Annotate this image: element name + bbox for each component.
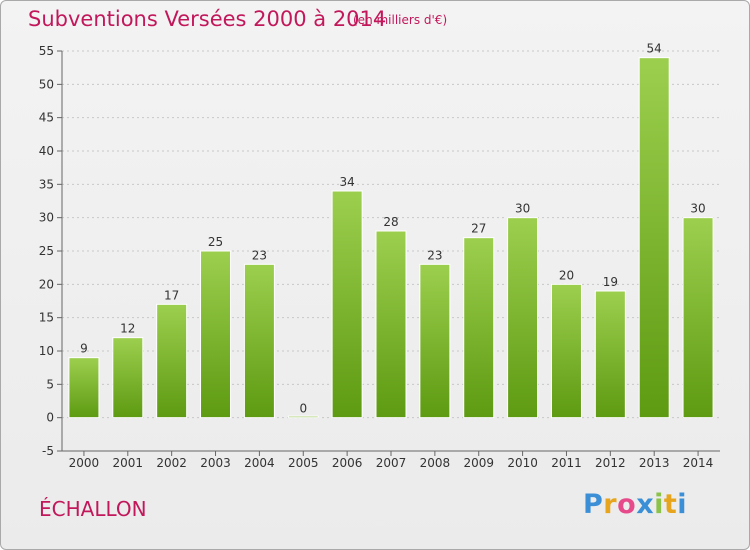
bar-value-label: 34	[339, 175, 354, 189]
logo-letter: t	[663, 489, 678, 520]
bar	[287, 415, 319, 419]
x-tick-label: 2002	[156, 456, 187, 470]
x-tick-label: 2010	[507, 456, 538, 470]
bar-value-label: 0	[299, 402, 307, 416]
bar	[112, 337, 144, 419]
x-tick-label: 2006	[332, 456, 363, 470]
y-tick-label: 10	[39, 344, 54, 358]
bar	[68, 357, 100, 419]
x-tick-label: 2012	[595, 456, 626, 470]
bar	[638, 57, 670, 419]
y-tick-label: 40	[39, 144, 54, 158]
y-tick-label: 15	[39, 311, 54, 325]
logo-letter: i	[677, 489, 688, 520]
bar	[463, 237, 495, 419]
bar	[419, 263, 451, 419]
x-tick-label: 2008	[420, 456, 451, 470]
bar-value-label: 19	[603, 275, 618, 289]
y-tick-label: 45	[39, 111, 54, 125]
x-tick-label: 2004	[244, 456, 275, 470]
logo-letter: o	[617, 489, 637, 520]
x-tick-label: 2005	[288, 456, 319, 470]
x-tick-label: 2007	[376, 456, 407, 470]
y-tick-label: 0	[46, 411, 54, 425]
bar-value-label: 28	[383, 215, 398, 229]
x-tick-label: 2014	[683, 456, 714, 470]
bar	[331, 190, 363, 419]
bar	[156, 303, 188, 419]
commune-name: ÉCHALLON	[39, 497, 147, 521]
chart-title: Subventions Versées 2000 à 2014	[28, 7, 387, 31]
label-layer: -505101520253035404550559200012200117200…	[39, 42, 714, 470]
proxiti-logo: Proxiti	[583, 489, 687, 520]
bar-value-label: 25	[208, 235, 223, 249]
bar	[243, 263, 275, 419]
y-tick-label: 20	[39, 277, 54, 291]
bar-value-label: 20	[559, 268, 574, 282]
bar-value-label: 27	[471, 222, 486, 236]
bar-value-label: 23	[427, 248, 442, 262]
bar	[682, 217, 714, 419]
x-tick-label: 2003	[200, 456, 231, 470]
y-tick-label: 50	[39, 77, 54, 91]
bar-value-label: 23	[252, 248, 267, 262]
x-tick-label: 2011	[551, 456, 582, 470]
y-tick-label: 25	[39, 244, 54, 258]
x-tick-label: 2009	[463, 456, 494, 470]
y-tick-label: 30	[39, 211, 54, 225]
logo-letter: r	[603, 489, 618, 520]
axis-layer	[57, 50, 720, 456]
bar-value-label: 30	[515, 202, 530, 216]
bar	[507, 217, 539, 419]
logo-letter: i	[654, 489, 664, 520]
y-tick-label: 5	[46, 377, 54, 391]
bar-layer	[68, 57, 714, 419]
x-tick-label: 2013	[639, 456, 670, 470]
bar-value-label: 30	[690, 202, 705, 216]
bar	[594, 290, 626, 419]
x-tick-label: 2000	[69, 456, 100, 470]
y-tick-label: -5	[42, 444, 54, 458]
y-tick-label: 55	[39, 44, 54, 58]
x-tick-label: 2001	[113, 456, 144, 470]
bar-value-label: 9	[80, 342, 88, 356]
bar-value-label: 12	[120, 322, 135, 336]
bar	[375, 230, 407, 419]
logo-letter: P	[583, 489, 604, 520]
bar	[200, 250, 232, 419]
bar-value-label: 17	[164, 288, 179, 302]
bar	[550, 283, 582, 419]
bar-value-label: 54	[647, 42, 662, 56]
logo-letter: x	[636, 489, 655, 520]
y-tick-label: 35	[39, 177, 54, 191]
chart-subtitle: (en milliers d'€)	[353, 13, 448, 27]
